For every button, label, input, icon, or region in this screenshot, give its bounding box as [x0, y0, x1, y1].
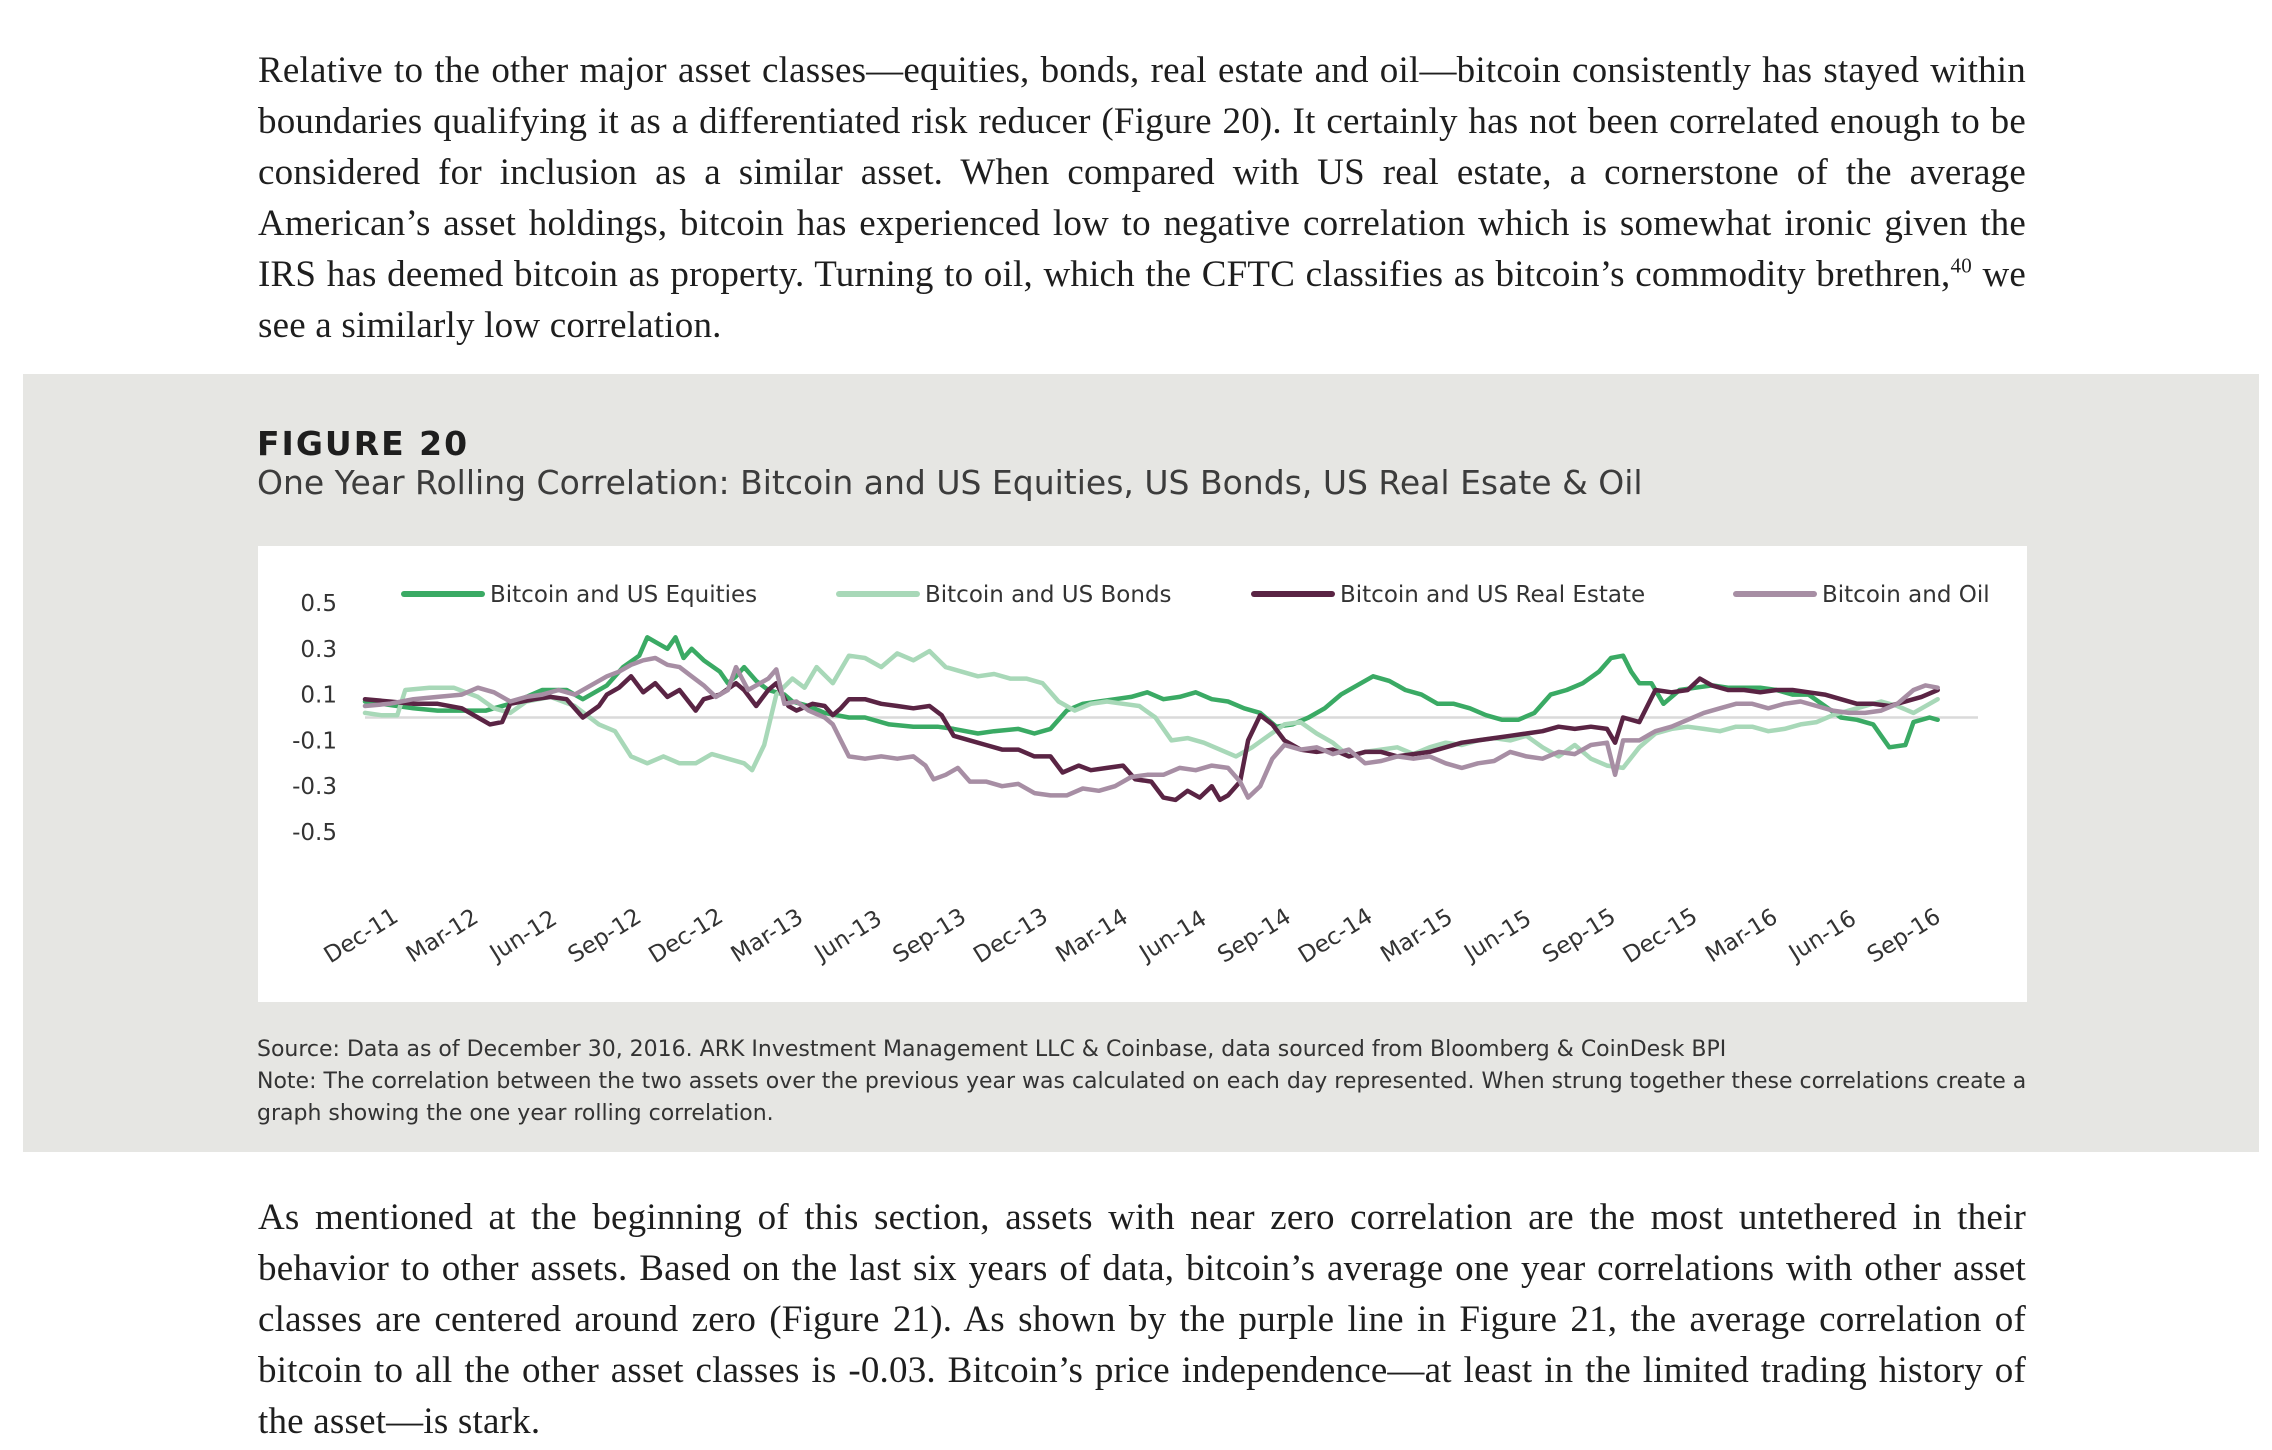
x-tick-label: Dec-14	[1294, 903, 1377, 969]
x-tick-label: Jun-13	[809, 906, 887, 968]
series-line-bitcoin-and-us-real-estate	[362, 674, 1940, 803]
legend-label: Bitcoin and US Bonds	[925, 582, 1172, 608]
x-tick-label: Mar-13	[727, 904, 808, 968]
paragraph-top-text: Relative to the other major asset classe…	[258, 50, 2026, 295]
chart-legend: Bitcoin and US Equities Bitcoin and US Bo…	[401, 582, 1990, 608]
x-tick-label: Mar-16	[1701, 904, 1782, 968]
y-tick-label: 0.1	[300, 683, 337, 709]
legend-label: Bitcoin and Oil	[1822, 582, 1990, 608]
y-tick-label: -0.5	[292, 820, 337, 846]
x-tick-label: Sep-13	[888, 904, 970, 969]
x-tick-label: Dec-12	[644, 903, 727, 969]
x-tick-label: Sep-16	[1863, 904, 1945, 969]
figure-source: Source: Data as of December 30, 2016. AR…	[257, 1037, 1727, 1062]
x-tick-label: Mar-12	[402, 904, 483, 968]
y-axis-ticks: 0.5 0.3 0.1 -0.1 -0.3 -0.5	[292, 591, 337, 846]
series-line-bitcoin-and-oil	[362, 655, 1940, 800]
x-tick-label: Mar-14	[1051, 904, 1132, 968]
figure-notes: Source: Data as of December 30, 2016. AR…	[257, 1034, 2027, 1130]
legend-label: Bitcoin and US Real Estate	[1340, 582, 1645, 608]
x-tick-label: Dec-13	[969, 903, 1052, 969]
y-tick-label: 0.3	[300, 637, 337, 663]
figure-label: FIGURE 20	[257, 424, 470, 463]
x-tick-label: Sep-15	[1538, 904, 1620, 969]
x-tick-label: Jun-12	[484, 906, 562, 968]
series-line-bitcoin-and-us-equities	[362, 635, 1940, 750]
y-tick-label: -0.3	[292, 774, 337, 800]
figure-title: One Year Rolling Correlation: Bitcoin an…	[257, 463, 1643, 502]
x-tick-label: Dec-11	[320, 903, 403, 969]
x-tick-label: Mar-15	[1376, 904, 1457, 968]
x-tick-label: Jun-15	[1458, 906, 1536, 968]
y-tick-label: -0.1	[292, 728, 337, 754]
series-layer	[362, 635, 1940, 803]
x-tick-label: Jun-14	[1134, 906, 1212, 968]
figure-note: Note: The correlation between the two as…	[257, 1069, 2027, 1126]
y-tick-label: 0.5	[300, 591, 337, 617]
chart-card: 0.5 0.3 0.1 -0.1 -0.3 -0.5 Dec-11 Mar-12 Jun-12…	[258, 546, 2027, 1002]
series-line-bitcoin-and-us-bonds	[362, 648, 1940, 773]
paragraph-top: Relative to the other major asset classe…	[258, 45, 2026, 351]
footnote-ref[interactable]: 40	[1950, 253, 1972, 278]
x-tick-label: Jun-16	[1783, 906, 1861, 968]
x-tick-label: Sep-14	[1213, 904, 1295, 969]
legend-label: Bitcoin and US Equities	[490, 582, 757, 608]
paragraph-top-text-end: we see a similarly low correlation.	[258, 254, 2026, 346]
x-tick-label: Sep-12	[564, 904, 646, 969]
paragraph-bottom: As mentioned at the beginning of this se…	[258, 1197, 2026, 1442]
x-tick-label: Dec-15	[1619, 903, 1702, 969]
